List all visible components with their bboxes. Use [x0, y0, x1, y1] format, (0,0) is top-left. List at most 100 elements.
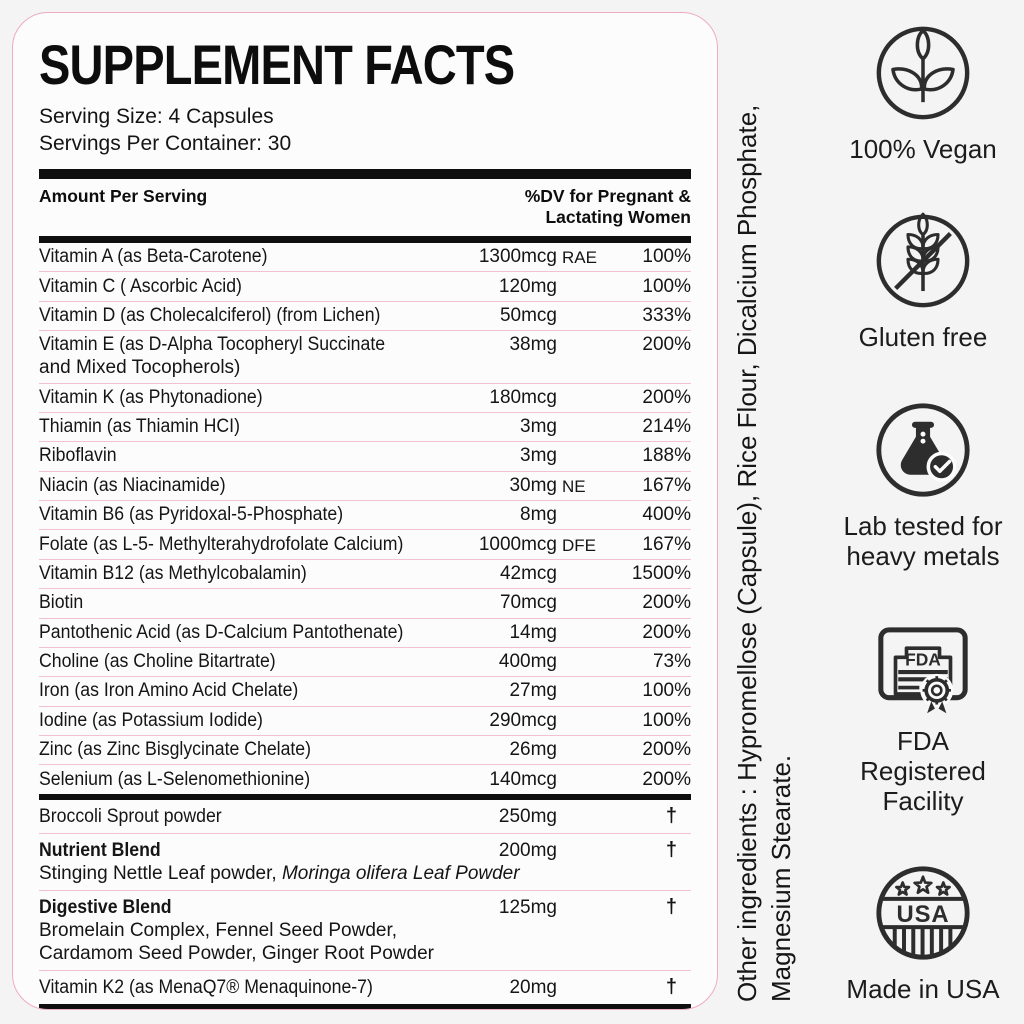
nutrient-amount: 8mg: [520, 504, 557, 526]
nutrient-amount: 200mg: [498, 839, 557, 861]
nutrient-unit-suffix: DFE: [562, 535, 596, 555]
nutrient-name-cell: Vitamin E (as D-Alpha Tocopheryl Succina…: [39, 334, 407, 356]
nutrient-amount: 1300mcg: [478, 246, 557, 268]
nutrient-dv: 333%: [642, 304, 691, 326]
nutrient-dv: 214%: [642, 416, 691, 438]
serving-size: Serving Size: 4 Capsules: [39, 105, 274, 128]
servings-per-container: Servings Per Container: 30: [39, 132, 292, 155]
column-header-dv: %DV for Pregnant & Lactating Women: [525, 186, 691, 228]
table-row-main: Vitamin D (as Cholecalciferol) (from Lic…: [39, 305, 691, 327]
nutrient-dv: 200%: [642, 739, 691, 761]
nutrient-name: Riboflavin: [39, 445, 117, 467]
badge-label: Made in USA: [846, 974, 1000, 1004]
nutrient-sublabel-italic: Moringa olifera Leaf Powder: [281, 862, 520, 884]
table-row: Vitamin C ( Ascorbic Acid) 120mg 100%: [39, 272, 691, 302]
table-row: Riboflavin 3mg 188%: [39, 442, 691, 472]
table-row: Vitamin B12 (as Methylcobalamin) 42mcg 1…: [39, 560, 691, 590]
nutrient-name-cell: Iron (as Iron Amino Acid Chelate): [39, 680, 407, 702]
nutrient-amount: 3mg: [520, 445, 557, 467]
nutrient-amount: 27mg: [509, 680, 557, 702]
nutrient-unit-suffix: NE: [562, 476, 586, 496]
nutrient-name: Digestive Blend: [39, 896, 172, 918]
nutrient-amount: 400mg: [498, 651, 557, 673]
nutrient-name-cell: Iodine (as Potassium Iodide): [39, 710, 407, 732]
badge-label: FDA Registered Facility: [860, 725, 986, 816]
nutrient-dv: 200%: [642, 386, 691, 408]
nutrient-amount: 14mg: [509, 621, 557, 643]
table-row: Digestive Blend 125mg † Bromelain Comple…: [39, 891, 691, 971]
nutrient-name: Biotin: [39, 592, 84, 614]
other-ingredients-line1: Other ingredients : Hypromellose (Capsul…: [732, 104, 762, 1002]
nutrient-name: Pantothenic Acid (as D-Calcium Pantothen…: [39, 621, 404, 643]
table-row: Vitamin E (as D-Alpha Tocopheryl Succina…: [39, 331, 691, 384]
nutrient-name-cell: Vitamin D (as Cholecalciferol) (from Lic…: [39, 305, 407, 327]
nutrient-name: Vitamin E (as D-Alpha Tocopheryl Succina…: [39, 334, 386, 356]
table-row: Iron (as Iron Amino Acid Chelate) 27mg 1…: [39, 677, 691, 707]
other-ingredients-text: Other ingredients : Hypromellose (Capsul…: [730, 42, 798, 1002]
nutrient-name-cell: Vitamin K2 (as MenaQ7® Menaquinone-7): [39, 977, 407, 999]
nutrient-amount: 290mcg: [489, 709, 557, 731]
nutrient-amount: 120mg: [498, 275, 557, 297]
nutrient-amount: 250mg: [498, 805, 557, 827]
nutrient-dv: 73%: [652, 651, 691, 673]
table-row: Vitamin D (as Cholecalciferol) (from Lic…: [39, 302, 691, 332]
nutrient-name: Vitamin A (as Beta-Carotene): [39, 246, 268, 268]
nutrient-name-cell: Nutrient Blend: [39, 840, 407, 862]
nutrient-amount: 140mcg: [489, 768, 557, 790]
nutrient-name: Selenium (as L-Selenomethionine): [39, 768, 311, 790]
nutrient-name-line2: and Mixed Tocopherols): [39, 357, 241, 379]
nutrient-name-cell: Biotin: [39, 592, 407, 614]
table-row: Nutrient Blend 200mg † Stinging Nettle L…: [39, 834, 691, 891]
table-row: Folate (as L-5- Methylterahydrofolate Ca…: [39, 530, 691, 560]
table-row-main: Broccoli Sprout powder 250mg †: [39, 805, 691, 828]
table-row-main: Zinc (as Zinc Bisglycinate Chelate) 26mg…: [39, 739, 691, 761]
table-row: Pantothenic Acid (as D-Calcium Pantothen…: [39, 619, 691, 648]
table-row-main: Vitamin K2 (as MenaQ7® Menaquinone-7) 20…: [39, 976, 691, 999]
badge-label: 100% Vegan: [849, 134, 997, 164]
table-row-main: Digestive Blend 125mg †: [39, 896, 691, 919]
table-row: Thiamin (as Thiamin HCI) 3mg 214%: [39, 413, 691, 443]
wheat-slash-icon: [876, 212, 970, 308]
nutrient-sublabel-line2: Cardamom Seed Powder, Ginger Root Powder: [39, 942, 434, 964]
nutrient-name-cell: Digestive Blend: [39, 897, 407, 919]
nutrient-name-cell: Broccoli Sprout powder: [39, 806, 407, 828]
table-row-main: Nutrient Blend 200mg †: [39, 839, 691, 862]
nutrient-dv: 167%: [642, 474, 691, 496]
nutrient-dv: 200%: [642, 592, 691, 614]
nutrient-amount: 180mcg: [489, 386, 557, 408]
vitamins-table-section: Vitamin A (as Beta-Carotene) 1300mcg RAE…: [39, 243, 691, 794]
nutrient-dv: †: [665, 975, 677, 998]
table-row: Broccoli Sprout powder 250mg †: [39, 800, 691, 834]
nutrient-amount: 3mg: [520, 416, 557, 438]
nutrient-amount: 125mg: [498, 896, 557, 918]
table-row-main: Iron (as Iron Amino Acid Chelate) 27mg 1…: [39, 680, 691, 702]
column-header-dv-line1: %DV for Pregnant &: [524, 186, 691, 206]
other-ingredients-line2: Magnesium Stearate.: [766, 754, 796, 1002]
nutrient-name: Zinc (as Zinc Bisglycinate Chelate): [39, 739, 312, 761]
nutrient-name: Vitamin D (as Cholecalciferol) (from Lic…: [39, 304, 381, 326]
table-row-main: Folate (as L-5- Methylterahydrofolate Ca…: [39, 534, 691, 556]
nutrient-name: Niacin (as Niacinamide): [39, 474, 226, 496]
dv-footnote: † Daily Value (DV) not established: [39, 1009, 691, 1010]
nutrient-name: Nutrient Blend: [39, 839, 161, 861]
nutrient-name-cell: Zinc (as Zinc Bisglycinate Chelate): [39, 739, 407, 761]
nutrient-dv: 100%: [642, 246, 691, 268]
nutrient-name: Iron (as Iron Amino Acid Chelate): [39, 680, 299, 702]
nutrient-unit-suffix: RAE: [562, 248, 597, 268]
thick-divider: [39, 1003, 691, 1009]
badge-made-in-usa: USA Made in USA: [846, 860, 1000, 1004]
nutrient-name-cell: Vitamin B6 (as Pyridoxal-5-Phosphate): [39, 504, 407, 526]
table-row-main: Vitamin A (as Beta-Carotene) 1300mcg RAE…: [39, 246, 691, 268]
table-row-main: Biotin 70mcg 200%: [39, 592, 691, 614]
table-row-main: Thiamin (as Thiamin HCI) 3mg 214%: [39, 416, 691, 438]
table-row-main: Iodine (as Potassium Iodide) 290mcg 100%: [39, 710, 691, 732]
table-row-main: Niacin (as Niacinamide) 30mg NE 167%: [39, 475, 691, 497]
nutrient-name: Vitamin K2 (as MenaQ7® Menaquinone-7): [39, 976, 373, 998]
nutrient-dv: 100%: [642, 680, 691, 702]
nutrient-dv: †: [665, 804, 677, 827]
nutrient-dv: †: [665, 838, 677, 861]
table-row-main: Vitamin K (as Phytonadione) 180mcg 200%: [39, 387, 691, 409]
nutrient-amount: 42mcg: [499, 562, 557, 584]
blends-table-section: Broccoli Sprout powder 250mg † Nutrient …: [39, 800, 691, 1004]
nutrient-dv: 200%: [642, 621, 691, 643]
